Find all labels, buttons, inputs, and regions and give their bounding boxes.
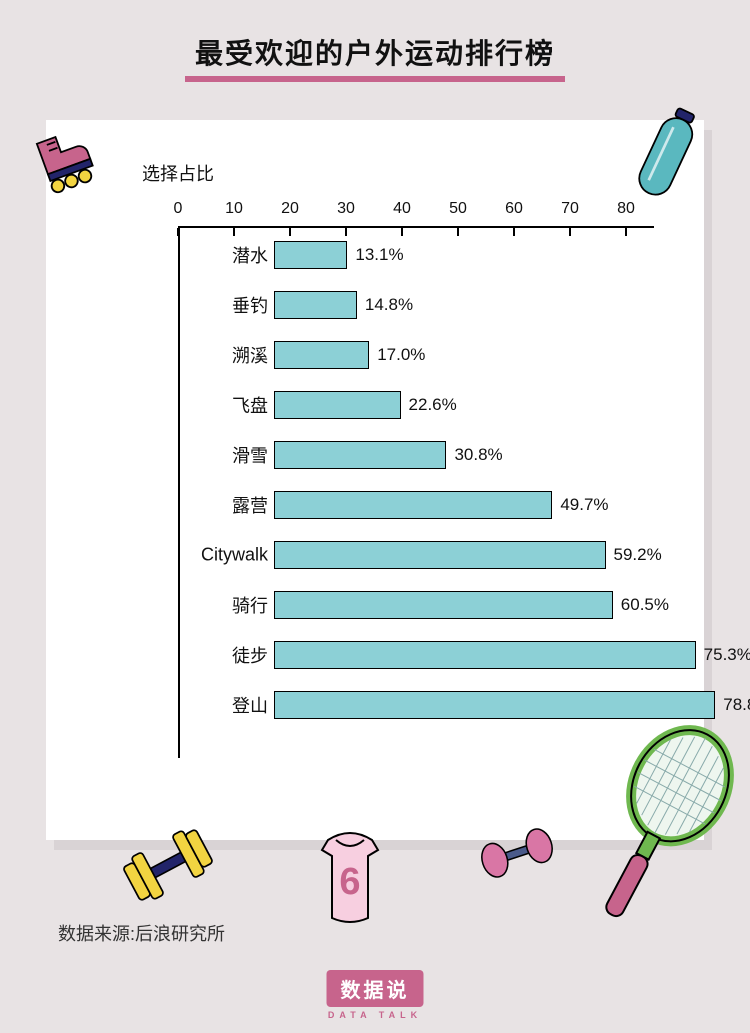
bar-row: 徒步75.3% xyxy=(180,638,654,672)
roller-skate-icon xyxy=(18,118,108,208)
bar-row: Citywalk59.2% xyxy=(180,538,654,572)
y-axis-label: 选择占比 xyxy=(142,160,664,186)
bar-value-label: 30.8% xyxy=(454,445,502,465)
jersey-icon: 6 xyxy=(300,828,400,938)
x-tick-label: 20 xyxy=(281,200,299,218)
category-label: 垂钓 xyxy=(232,292,268,318)
bar xyxy=(274,491,552,519)
brand-logo: 数据说 DATA TALK xyxy=(327,970,424,1020)
category-label: 骑行 xyxy=(232,592,268,618)
category-label: 登山 xyxy=(232,692,268,718)
bar xyxy=(274,541,606,569)
bar-value-label: 75.3% xyxy=(704,645,750,665)
plot-area: 潜水 13.1% 垂钓 14.8% 溯溪 17.0% 飞盘 22.6% 滑雪 30.8% 露营 49.… xyxy=(178,226,654,758)
category-label: 滑雪 xyxy=(232,442,268,468)
category-label: 飞盘 xyxy=(232,392,268,418)
data-source: 数据来源:后浪研究所 xyxy=(58,920,225,946)
logo-subtext: DATA TALK xyxy=(327,1010,424,1020)
bar-value-label: 13.1% xyxy=(355,245,403,265)
bar-value-label: 59.2% xyxy=(614,545,662,565)
x-tick-label: 70 xyxy=(561,200,579,218)
category-label: 潜水 xyxy=(232,242,268,268)
racket-icon xyxy=(572,714,742,944)
bar-value-label: 60.5% xyxy=(621,595,669,615)
bar-value-label: 14.8% xyxy=(365,295,413,315)
x-tick-label: 30 xyxy=(337,200,355,218)
category-label: 徒步 xyxy=(232,642,268,668)
x-tick-label: 10 xyxy=(225,200,243,218)
water-bottle-icon xyxy=(620,98,710,218)
bar-row: 骑行60.5% xyxy=(180,588,654,622)
bar-value-label: 17.0% xyxy=(377,345,425,365)
bar xyxy=(274,291,357,319)
bar xyxy=(274,241,347,269)
category-label: Citywalk xyxy=(201,545,268,566)
category-label: 溯溪 xyxy=(232,342,268,368)
logo-text: 数据说 xyxy=(327,970,424,1007)
x-tick-label: 40 xyxy=(393,200,411,218)
bar-row: 潜水 13.1% xyxy=(180,238,654,272)
dumbbell-pink-icon xyxy=(462,818,572,888)
bar xyxy=(274,391,401,419)
bar-row: 滑雪 30.8% xyxy=(180,438,654,472)
x-tick-label: 60 xyxy=(505,200,523,218)
bar xyxy=(274,591,613,619)
bar-row: 溯溪 17.0% xyxy=(180,338,654,372)
bar-row: 垂钓 14.8% xyxy=(180,288,654,322)
chart-area: 01020304050607080 潜水13.1%垂钓14.8%溯溪17.0%飞… xyxy=(86,198,664,758)
category-label: 露营 xyxy=(232,492,268,518)
bar xyxy=(274,441,446,469)
bar-row: 飞盘 22.6% xyxy=(180,388,654,422)
jersey-number: 6 xyxy=(339,861,360,903)
bar-value-label: 22.6% xyxy=(409,395,457,415)
bar-value-label: 78.8% xyxy=(723,695,750,715)
dumbbell-yellow-icon xyxy=(108,820,228,910)
bar xyxy=(274,641,696,669)
x-tick-label: 50 xyxy=(449,200,467,218)
title-underline xyxy=(185,76,565,82)
bar xyxy=(274,341,369,369)
bar-value-label: 49.7% xyxy=(560,495,608,515)
x-tick-label: 0 xyxy=(174,200,183,218)
bar-row: 露营 49.7% xyxy=(180,488,654,522)
chart-title: 最受欢迎的户外运动排行榜 xyxy=(0,0,750,72)
